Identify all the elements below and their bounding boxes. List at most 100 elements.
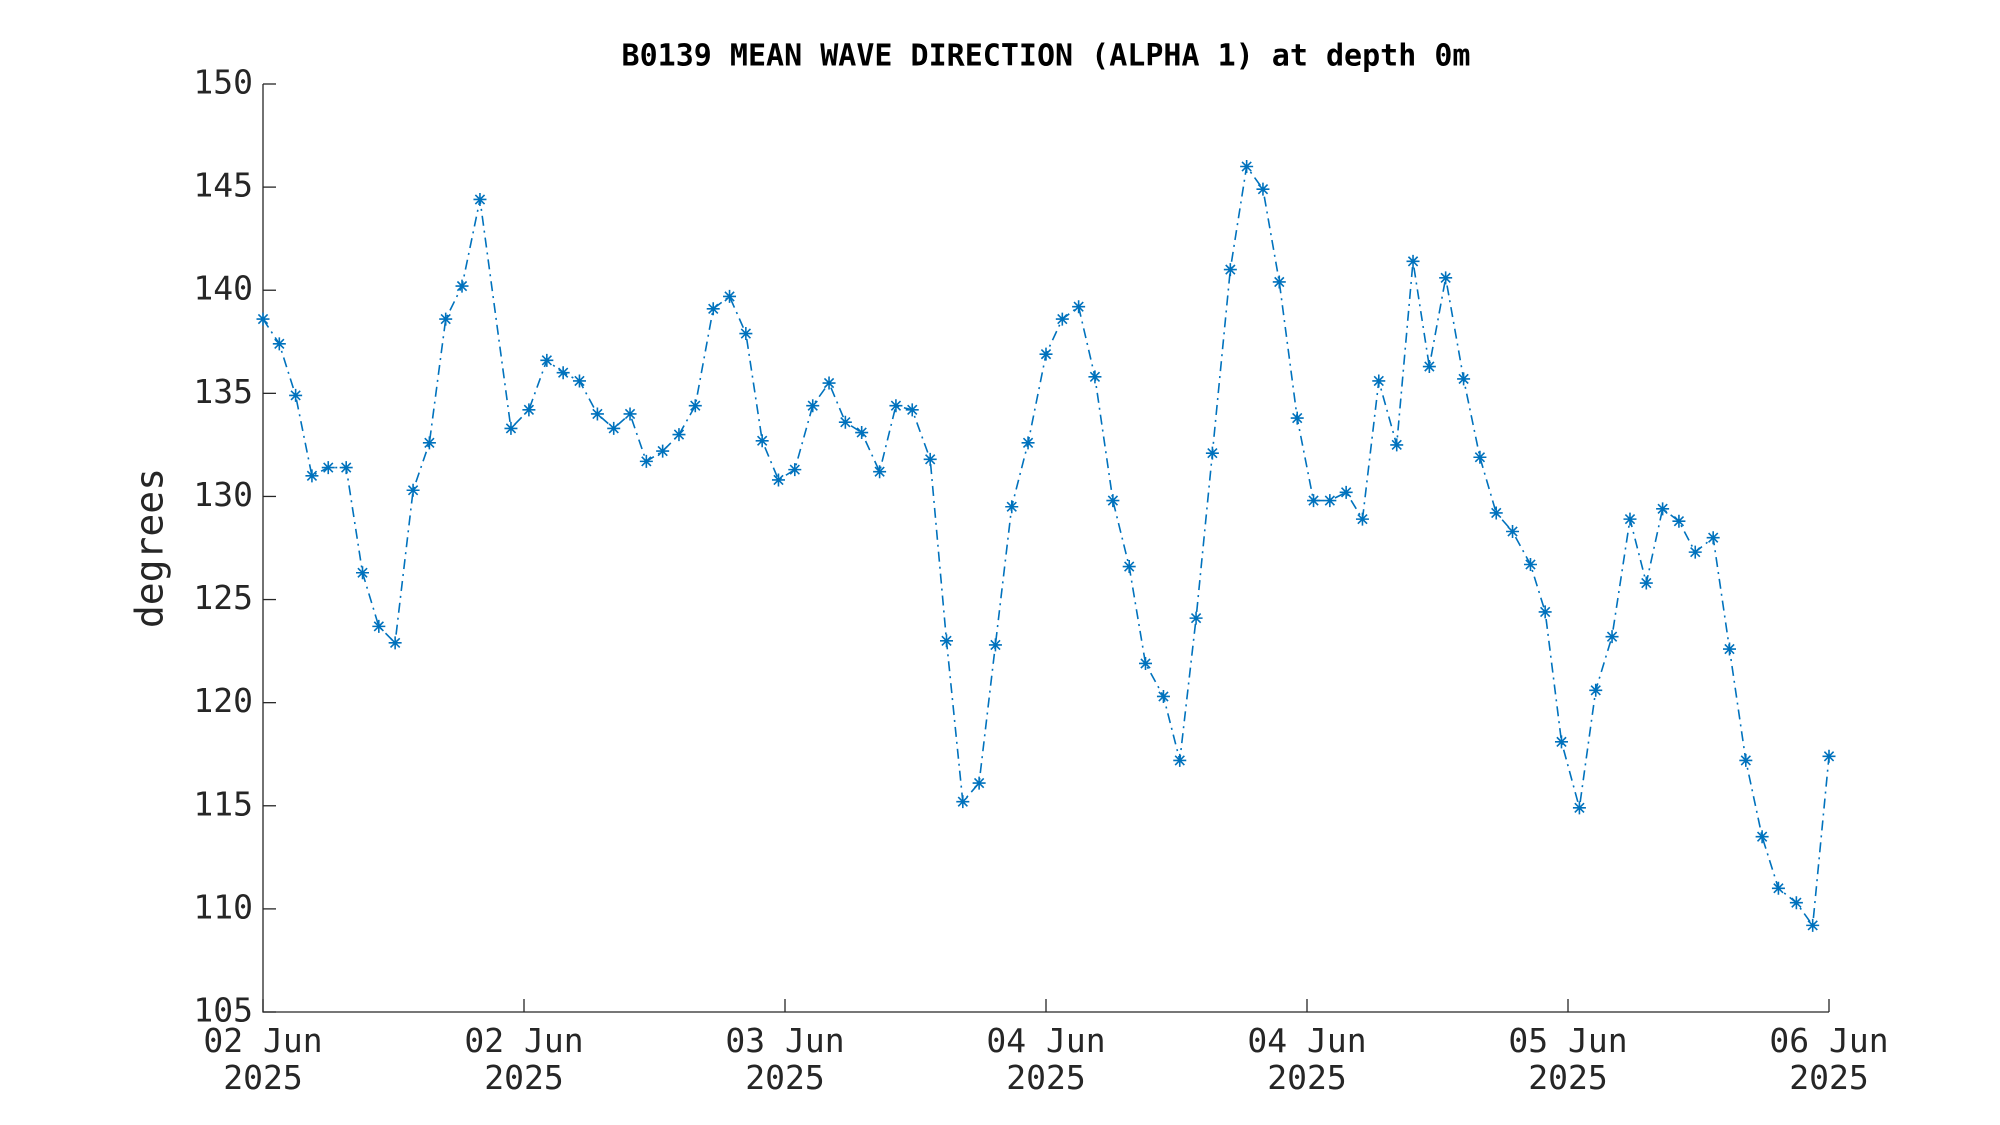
tick-label-line: 05 Jun	[1508, 1021, 1627, 1060]
data-point	[838, 415, 852, 429]
data-point	[988, 638, 1002, 652]
data-point	[422, 436, 436, 450]
data-point	[339, 461, 353, 475]
data-point	[1223, 263, 1237, 277]
y-tick-label: 110	[193, 887, 253, 926]
data-point	[1307, 494, 1321, 508]
data-point	[1339, 485, 1353, 499]
data-point	[272, 337, 286, 351]
tick-label-line: 04 Jun	[1247, 1021, 1366, 1060]
data-point	[739, 327, 753, 341]
tick-label-line: 06 Jun	[1769, 1021, 1888, 1060]
tick-label-line: 03 Jun	[725, 1021, 844, 1060]
data-point	[590, 407, 604, 421]
data-point	[1021, 436, 1035, 450]
data-point	[556, 366, 570, 380]
data-point	[1538, 605, 1552, 619]
data-point	[672, 428, 686, 442]
tick-label-line: 2025	[223, 1058, 302, 1097]
tick-label-line: 2025	[745, 1058, 824, 1097]
data-point	[889, 399, 903, 413]
data-point	[406, 483, 420, 497]
data-point	[822, 376, 836, 390]
y-tick-label: 150	[193, 63, 253, 102]
y-tick-label: 105	[193, 991, 253, 1030]
tick-label-line: 2025	[1528, 1058, 1607, 1097]
data-point	[1755, 830, 1769, 844]
data-point	[1055, 312, 1069, 326]
data-point	[755, 434, 769, 448]
data-point	[1323, 494, 1337, 508]
data-point	[1156, 689, 1170, 703]
data-point	[1088, 370, 1102, 384]
data-point	[289, 388, 303, 402]
data-point	[1722, 642, 1736, 656]
data-point	[388, 636, 402, 650]
data-point	[540, 353, 554, 367]
y-tick-label: 125	[193, 578, 253, 617]
data-point	[855, 426, 869, 440]
data-point	[1506, 525, 1520, 539]
data-point	[1771, 881, 1785, 895]
data-point	[1605, 630, 1619, 644]
y-tick-label: 115	[193, 784, 253, 823]
x-tick-label: 06 Jun 2025	[1769, 1021, 1888, 1097]
data-point	[639, 454, 653, 468]
data-point	[504, 421, 518, 435]
data-point	[1672, 514, 1686, 528]
y-tick-label: 145	[193, 166, 253, 205]
chart-title: B0139 MEAN WAVE DIRECTION (ALPHA 1) at d…	[622, 39, 1471, 74]
data-point	[939, 634, 953, 648]
data-point	[1406, 254, 1420, 268]
data-point	[522, 403, 536, 417]
data-point	[1554, 735, 1568, 749]
data-point	[1523, 557, 1537, 571]
data-point	[1688, 545, 1702, 559]
tick-label-line: 2025	[484, 1058, 563, 1097]
data-point	[1256, 182, 1270, 196]
data-point	[1457, 372, 1471, 386]
tick-label-line: 2025	[1006, 1058, 1085, 1097]
data-point	[1739, 753, 1753, 767]
data-point	[1623, 512, 1637, 526]
tick-label-line: 2025	[1267, 1058, 1346, 1097]
data-point	[1806, 918, 1820, 932]
data-point	[623, 407, 637, 421]
data-point	[607, 421, 621, 435]
y-tick-label: 135	[193, 372, 253, 411]
x-tick-label: 02 Jun 2025	[464, 1021, 583, 1097]
y-tick-label: 120	[193, 681, 253, 720]
x-tick-label: 02 Jun 2025	[203, 1021, 322, 1097]
data-point	[1173, 753, 1187, 767]
data-point	[788, 463, 802, 477]
data-point	[1589, 683, 1603, 697]
data-point	[1005, 500, 1019, 514]
data-point	[1189, 611, 1203, 625]
y-axis-label: degrees	[128, 468, 172, 628]
data-point	[706, 302, 720, 316]
x-tick-label: 05 Jun 2025	[1508, 1021, 1627, 1097]
tick-label-line: 04 Jun	[986, 1021, 1105, 1060]
axes	[262, 84, 1829, 1013]
data-point	[873, 465, 887, 479]
x-tick-label: 04 Jun 2025	[1247, 1021, 1366, 1097]
tick-label-line: 02 Jun	[464, 1021, 583, 1060]
data-point	[1355, 512, 1369, 526]
data-point	[1789, 896, 1803, 910]
tick-label-line: 2025	[1789, 1058, 1868, 1097]
data-point	[473, 192, 487, 206]
data-point	[1439, 271, 1453, 285]
data-point	[1473, 450, 1487, 464]
data-point	[1106, 494, 1120, 508]
y-tick-label: 130	[193, 475, 253, 514]
data-point	[305, 469, 319, 483]
data-point	[1139, 656, 1153, 670]
data-point	[1039, 347, 1053, 361]
data-point	[688, 399, 702, 413]
data-point	[1706, 531, 1720, 545]
data-point	[455, 279, 469, 293]
data-point	[1572, 801, 1586, 815]
data-point	[1489, 506, 1503, 520]
x-tick-label: 04 Jun 2025	[986, 1021, 1105, 1097]
